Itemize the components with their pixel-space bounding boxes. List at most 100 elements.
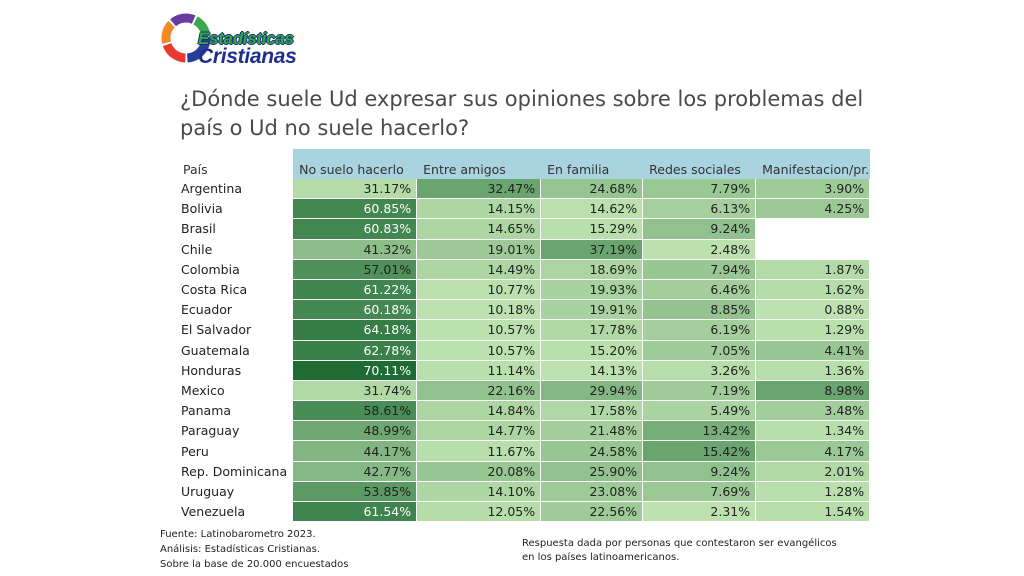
heatmap-cell: 14.10% [417, 481, 542, 502]
heatmap-cell: 41.32% [293, 239, 418, 260]
heatmap-cell: 5.49% [643, 401, 757, 422]
country-label: Costa Rica [177, 279, 294, 301]
heatmap-cell: 58.61% [293, 401, 418, 422]
heatmap-cell: 22.56% [541, 502, 644, 523]
heatmap-cell: 3.26% [643, 360, 757, 381]
country-label: Venezuela [177, 502, 294, 523]
table-row: Mexico 31.74% 22.16% 29.94% 7.19% 8.98% [177, 380, 871, 402]
heatmap-cell: 19.93% [541, 279, 644, 301]
heatmap-cell: 61.54% [293, 502, 418, 523]
heatmap-cell: 25.90% [541, 461, 644, 482]
table-row: Panama 58.61% 14.84% 17.58% 5.49% 3.48% [177, 401, 871, 422]
heatmap-cell: 8.98% [756, 380, 871, 402]
heatmap-cell: 17.58% [541, 401, 644, 422]
heatmap-cell: 1.34% [756, 421, 871, 442]
table-row: Paraguay 48.99% 14.77% 21.48% 13.42% 1.34% [177, 421, 871, 442]
heatmap-cell: 0.88% [756, 300, 871, 321]
table-body: Argentina 31.17% 32.47% 24.68% 7.79% 3.90% Bol… [177, 179, 871, 523]
heatmap-cell: 24.68% [541, 179, 644, 200]
heatmap-cell: 64.18% [293, 320, 418, 341]
heatmap-cell: 57.01% [293, 259, 418, 280]
country-label: Rep. Dominicana [177, 461, 294, 482]
logo-ring-icon [161, 13, 211, 63]
column-header: Entre amigos [417, 149, 542, 179]
heatmap-cell [756, 219, 871, 240]
heatmap-cell: 14.15% [417, 199, 542, 220]
country-label: Bolivia [177, 199, 294, 220]
logo-text-line2: Cristianas [198, 45, 297, 68]
heatmap-cell: 13.42% [643, 421, 757, 442]
table-row: El Salvador 64.18% 10.57% 17.78% 6.19% 1.29% [177, 320, 871, 341]
table-row: Honduras 70.11% 11.14% 14.13% 3.26% 1.36% [177, 360, 871, 381]
heatmap-cell: 10.57% [417, 340, 542, 361]
heatmap-cell: 6.19% [643, 320, 757, 341]
column-header: No suelo hacerlo [293, 149, 418, 179]
heatmap-cell: 19.01% [417, 239, 542, 260]
heatmap-cell: 44.17% [293, 441, 418, 462]
heatmap-cell: 6.46% [643, 279, 757, 301]
heatmap-table-container: País No suelo hacerlo Entre amigos En fa… [177, 149, 871, 523]
heatmap-cell: 24.58% [541, 441, 644, 462]
table-row: Bolivia 60.85% 14.15% 14.62% 6.13% 4.25% [177, 199, 871, 220]
country-label: Honduras [177, 360, 294, 381]
heatmap-cell: 2.31% [643, 502, 757, 523]
country-label: Peru [177, 441, 294, 462]
column-header: Manifestacion/pr.. [756, 149, 871, 179]
heatmap-cell: 18.69% [541, 259, 644, 280]
base-text: Sobre la base de 20.000 encuestados [160, 559, 349, 570]
heatmap-cell: 37.19% [541, 239, 644, 260]
heatmap-cell: 14.65% [417, 219, 542, 240]
heatmap-cell: 42.77% [293, 461, 418, 482]
row-header-label: País [177, 149, 294, 179]
heatmap-cell: 31.17% [293, 179, 418, 200]
country-label: Chile [177, 239, 294, 260]
heatmap-cell: 1.54% [756, 502, 871, 523]
footer-note: Respuesta dada por personas que contesta… [522, 538, 837, 563]
table-row: Guatemala 62.78% 10.57% 15.20% 7.05% 4.41% [177, 340, 871, 361]
heatmap-cell: 4.41% [756, 340, 871, 361]
heatmap-cell: 14.13% [541, 360, 644, 381]
heatmap-cell: 31.74% [293, 380, 418, 402]
heatmap-cell: 1.29% [756, 320, 871, 341]
table-row: Ecuador 60.18% 10.18% 19.91% 8.85% 0.88% [177, 300, 871, 321]
heatmap-cell: 2.48% [643, 239, 757, 260]
column-header: En familia [541, 149, 644, 179]
heatmap-cell: 19.91% [541, 300, 644, 321]
heatmap-cell: 15.42% [643, 441, 757, 462]
heatmap-cell: 23.08% [541, 481, 644, 502]
heatmap-cell: 7.94% [643, 259, 757, 280]
column-header: Redes sociales [643, 149, 757, 179]
table-row: Rep. Dominicana 42.77% 20.08% 25.90% 9.24% 2.… [177, 461, 871, 482]
heatmap-cell: 12.05% [417, 502, 542, 523]
footer-source: Fuente: Latinobarometro 2023. Análisis: … [160, 527, 348, 572]
heatmap-cell: 17.78% [541, 320, 644, 341]
heatmap-cell: 10.77% [417, 279, 542, 301]
heatmap-cell: 62.78% [293, 340, 418, 361]
heatmap-cell: 20.08% [417, 461, 542, 482]
country-label: El Salvador [177, 320, 294, 341]
heatmap-cell: 6.13% [643, 199, 757, 220]
heatmap-cell: 21.48% [541, 421, 644, 442]
heatmap-cell: 11.14% [417, 360, 542, 381]
heatmap-cell: 60.18% [293, 300, 418, 321]
country-label: Paraguay [177, 421, 294, 442]
heatmap-cell: 8.85% [643, 300, 757, 321]
heatmap-cell: 1.62% [756, 279, 871, 301]
source-text: Fuente: Latinobarometro 2023. [160, 529, 316, 540]
heatmap-cell: 3.90% [756, 179, 871, 200]
heatmap-cell: 14.84% [417, 401, 542, 422]
heatmap-cell: 53.85% [293, 481, 418, 502]
heatmap-cell: 7.79% [643, 179, 757, 200]
table-row: Venezuela 61.54% 12.05% 22.56% 2.31% 1.54% [177, 502, 871, 523]
country-label: Guatemala [177, 340, 294, 361]
heatmap-cell: 22.16% [417, 380, 542, 402]
heatmap-cell: 4.17% [756, 441, 871, 462]
heatmap-cell: 10.18% [417, 300, 542, 321]
chart-title: ¿Dónde suele Ud expresar sus opiniones s… [180, 87, 864, 140]
heatmap-cell: 60.83% [293, 219, 418, 240]
heatmap-cell: 10.57% [417, 320, 542, 341]
header-row: País No suelo hacerlo Entre amigos En fa… [177, 149, 871, 179]
heatmap-cell: 1.28% [756, 481, 871, 502]
heatmap-cell: 1.36% [756, 360, 871, 381]
table-row: Costa Rica 61.22% 10.77% 19.93% 6.46% 1.62% [177, 279, 871, 301]
